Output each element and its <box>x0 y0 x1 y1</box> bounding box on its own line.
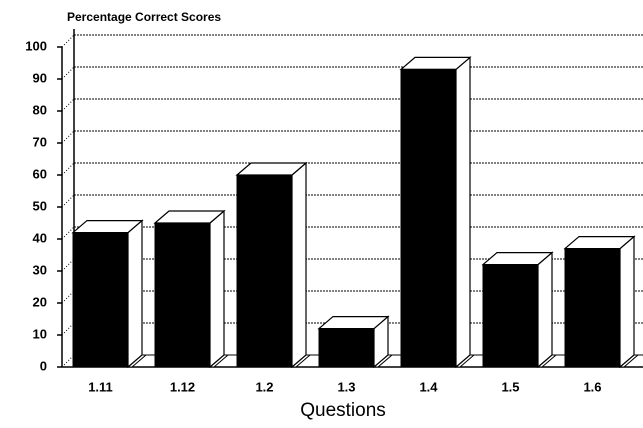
x-tick-label: 1.5 <box>501 379 519 394</box>
grid-diagonal <box>61 194 75 208</box>
y-tick-label: 60 <box>33 166 47 181</box>
y-tick-label: 0 <box>40 358 47 373</box>
bar <box>236 174 293 368</box>
bar-side <box>291 161 307 369</box>
x-tick-label: 1.6 <box>583 379 601 394</box>
x-axis-label: Questions <box>300 400 386 421</box>
bar-side <box>209 209 225 369</box>
grid-diagonal <box>61 98 75 112</box>
grid-diagonal <box>61 290 75 304</box>
chart-title: Percentage Correct Scores <box>67 10 221 24</box>
grid-diagonal <box>61 66 75 80</box>
bar <box>564 248 621 368</box>
y-tick-label: 70 <box>33 134 47 149</box>
y-tick-label: 80 <box>33 102 47 117</box>
bar-side <box>127 219 143 369</box>
bar-side <box>537 251 553 369</box>
y-tick-label: 10 <box>33 326 47 341</box>
bar-side <box>455 56 471 369</box>
y-tick-label: 20 <box>33 294 47 309</box>
grid-diagonal <box>61 34 75 48</box>
bar <box>400 68 457 368</box>
x-tick-label: 1.11 <box>88 379 113 394</box>
bar <box>482 264 539 368</box>
grid-diagonal <box>61 258 75 272</box>
grid-diagonal <box>61 354 75 368</box>
grid-diagonal <box>61 162 75 176</box>
y-tick-label: 100 <box>25 38 47 53</box>
x-tick-label: 1.2 <box>255 379 273 394</box>
bar-side <box>619 235 635 369</box>
x-tick-label: 1.3 <box>337 379 355 394</box>
y-tick-label: 50 <box>33 198 47 213</box>
bar <box>154 222 211 368</box>
bar <box>72 232 129 368</box>
x-tick-label: 1.12 <box>170 379 195 394</box>
bar <box>318 328 375 368</box>
grid-diagonal <box>61 130 75 144</box>
y-tick-label: 40 <box>33 230 47 245</box>
grid-diagonal <box>61 322 75 336</box>
y-tick-label: 90 <box>33 70 47 85</box>
x-tick-label: 1.4 <box>419 379 438 394</box>
y-tick-label: 30 <box>33 262 47 277</box>
